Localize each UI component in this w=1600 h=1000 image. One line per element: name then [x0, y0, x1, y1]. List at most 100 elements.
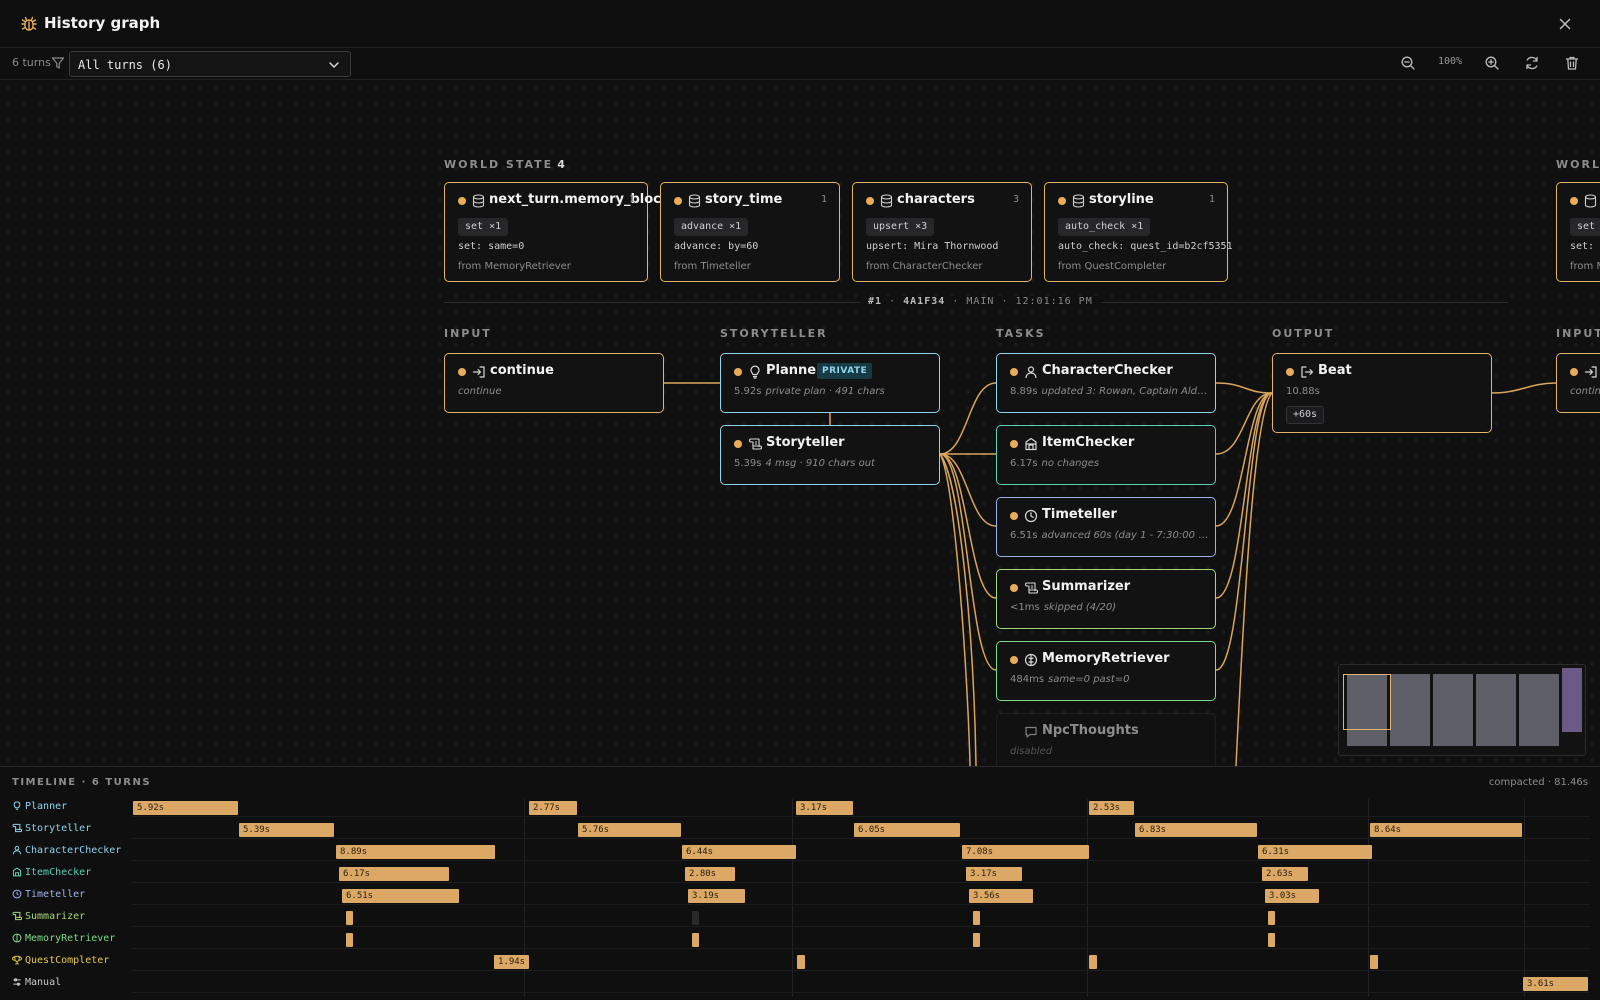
storyteller-node[interactable]: Storyteller 5.39s 4 msg · 910 chars out — [720, 425, 940, 485]
timeline-bar[interactable]: 1.94s — [494, 955, 529, 969]
timeline-bar[interactable]: 3.19s — [688, 889, 745, 903]
minimap[interactable] — [1338, 664, 1586, 756]
timeline-bar[interactable]: 6.44s — [682, 845, 796, 859]
node-meta: 6.17s no changes — [1010, 458, 1100, 469]
op-source: from QuestCompleter — [1058, 261, 1167, 272]
node-name: Beat — [1318, 363, 1352, 378]
turn-separator — [1524, 799, 1525, 997]
clock-icon — [1024, 509, 1038, 523]
timeline-track: 1.94s — [132, 953, 1590, 971]
scroll-icon — [1025, 582, 1038, 594]
task-node-timeteller[interactable]: Timeteller 6.51s advanced 60s (day 1 - 7:… — [996, 497, 1216, 557]
timeline-bar[interactable]: 7.08s — [962, 845, 1089, 859]
op-source: from Timeteller — [674, 261, 751, 272]
zoom-in-icon[interactable] — [1484, 55, 1500, 71]
timeline-bar[interactable]: 8.89s — [336, 845, 495, 859]
timeline-bar[interactable] — [346, 911, 353, 925]
task-node-memoryretriever[interactable]: MemoryRetriever 484ms same=0 past=0 — [996, 641, 1216, 701]
timeline-bar[interactable]: 3.61s — [1523, 977, 1588, 991]
timeline-bar[interactable]: 2.80s — [685, 867, 735, 881]
input-node[interactable]: continue continue — [444, 353, 664, 413]
world-state-card[interactable]: story_time 1 advance ×1 advance: by=60 f… — [660, 182, 840, 282]
zoom-out-icon[interactable] — [1400, 55, 1416, 71]
lightbulb-icon — [13, 801, 21, 810]
turn-separator — [1368, 799, 1369, 997]
node-name: Summarizer — [1042, 579, 1131, 594]
timeline-bar[interactable]: 6.17s — [339, 867, 449, 881]
timeline-row: Planner 5.92s 2.77s 3.17s 2.53s — [0, 797, 1600, 819]
timeline-compacted: compacted · 81.46s — [1488, 777, 1588, 788]
timeline-bar[interactable] — [1268, 911, 1275, 925]
timeline-bar[interactable]: 3.17s — [966, 867, 1022, 881]
scroll-icon — [749, 438, 762, 450]
turn-select[interactable]: All turns (6) — [69, 51, 351, 77]
minimap-viewport[interactable] — [1343, 674, 1391, 730]
task-node-summarizer[interactable]: Summarizer <1ms skipped (4/20) — [996, 569, 1216, 629]
timeline-bar[interactable] — [797, 955, 805, 969]
input-node-next[interactable]: continu — [1556, 353, 1600, 413]
timeline-row-name: Manual — [25, 977, 62, 988]
task-node-itemchecker[interactable]: ItemChecker 6.17s no changes — [996, 425, 1216, 485]
task-node-npcthoughts[interactable]: NpcThoughts disabled — [996, 713, 1216, 766]
private-badge: PRIVATE — [817, 363, 873, 379]
op-detail: auto_check: quest_id=b2cf5351 — [1058, 241, 1233, 252]
op-detail: upsert: Mira Thornwood — [866, 241, 999, 252]
timeline-bar[interactable] — [692, 933, 699, 947]
timeline-bar[interactable]: 6.51s — [342, 889, 459, 903]
time-advance-chip: +60s — [1286, 406, 1325, 424]
status-dot — [1010, 584, 1018, 592]
world-state-card-next[interactable]: set × set: s from M — [1556, 182, 1600, 282]
op-detail: advance: by=60 — [674, 241, 759, 252]
timeline-track: 6.51s 3.19s 3.56s 3.03s — [132, 887, 1590, 905]
timeline-bar[interactable]: 6.83s — [1135, 823, 1257, 837]
timeline-row: Storyteller 5.39s 5.76s 6.05s 6.83s 8.64s — [0, 819, 1600, 841]
title-bar: History graph — [0, 0, 1600, 48]
logout-icon — [1301, 366, 1314, 378]
timeline-title: TIMELINE · 6 TURNS — [12, 777, 152, 788]
timeline-bar[interactable] — [973, 933, 980, 947]
timeline-bar[interactable] — [692, 911, 699, 925]
refresh-icon[interactable] — [1524, 55, 1540, 71]
timeline-row-name: MemoryRetriever — [25, 933, 116, 944]
timeline-bar[interactable]: 5.76s — [578, 823, 681, 837]
trash-icon[interactable] — [1564, 55, 1580, 71]
world-state-count: 1 — [1208, 194, 1215, 205]
timeline-bar[interactable] — [1370, 955, 1378, 969]
timeline-bar[interactable]: 2.63s — [1262, 867, 1308, 881]
task-node-characterchecker[interactable]: CharacterChecker 8.89s updated 3: Rowan, … — [996, 353, 1216, 413]
timeline-bar[interactable]: 3.17s — [796, 801, 853, 815]
output-node[interactable]: Beat 10.88s +60s — [1272, 353, 1492, 433]
timeline-bar[interactable]: 6.05s — [854, 823, 960, 837]
timeline-bar[interactable]: 5.92s — [133, 801, 238, 815]
timeline-bar[interactable]: 2.77s — [529, 801, 577, 815]
timeline-bar[interactable] — [973, 911, 980, 925]
minimap-turn — [1519, 674, 1559, 746]
timeline-bar[interactable] — [346, 933, 353, 947]
timeline-bar[interactable] — [1268, 933, 1275, 947]
section-input-next: INPUT — [1556, 327, 1600, 340]
timeline-row-label: Manual — [12, 977, 61, 988]
world-state-card[interactable]: next_turn.memory_block 1 set ×1 set: sam… — [444, 182, 670, 282]
timeline-bar[interactable]: 5.39s — [239, 823, 334, 837]
timeline-bar[interactable]: 6.31s — [1258, 845, 1372, 859]
world-state-name: story_time — [705, 192, 783, 207]
timeline-bar[interactable]: 2.53s — [1089, 801, 1134, 815]
timeline-bar[interactable] — [1089, 955, 1097, 969]
close-icon[interactable] — [1555, 14, 1575, 34]
planner-node[interactable]: Planner PRIVATE 5.92s private plan · 491 … — [720, 353, 940, 413]
node-name: CharacterChecker — [1042, 363, 1173, 378]
status-dot — [734, 368, 742, 376]
world-state-card[interactable]: characters 3 upsert ×3 upsert: Mira Thor… — [852, 182, 1032, 282]
timeline-bar[interactable]: 3.56s — [969, 889, 1033, 903]
world-state-card[interactable]: storyline 1 auto_check ×1 auto_check: qu… — [1044, 182, 1233, 282]
timeline-bar[interactable]: 8.64s — [1370, 823, 1522, 837]
timeline-track: 3.61s — [132, 975, 1590, 993]
timeline-row-name: Planner — [25, 801, 68, 812]
timeline-track: 5.92s 2.77s 3.17s 2.53s — [132, 799, 1590, 817]
status-dot — [1010, 368, 1018, 376]
timeline-track: 6.17s 2.80s 3.17s 2.63s — [132, 865, 1590, 883]
minimap-turn — [1390, 674, 1430, 746]
timeline-bar[interactable]: 3.03s — [1265, 889, 1319, 903]
